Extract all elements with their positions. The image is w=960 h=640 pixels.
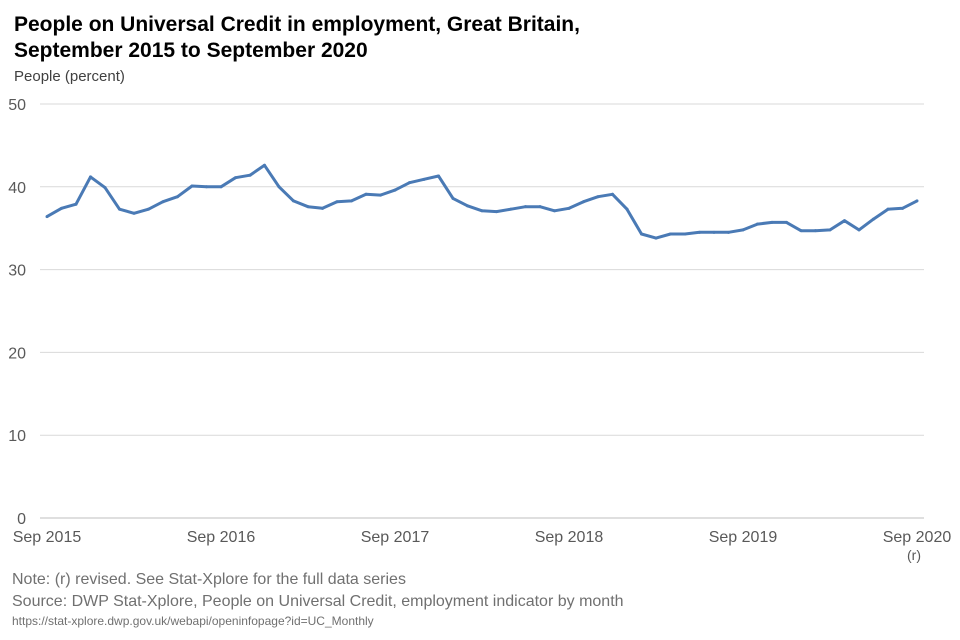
y-tick-label: 20 [8, 345, 26, 362]
data-point [74, 202, 78, 206]
x-tick-label: Sep 2019 [709, 529, 778, 546]
y-tick-label: 10 [8, 428, 26, 445]
data-point [785, 220, 788, 224]
data-point [756, 222, 759, 226]
data-point [466, 204, 469, 208]
data-point [321, 206, 324, 210]
data-point [103, 186, 107, 190]
source-url[interactable]: https://stat-xplore.dwp.gov.uk/webapi/op… [12, 614, 374, 628]
x-tick-label: Sep 2017 [361, 529, 430, 546]
x-tick-label: Sep 2016 [187, 529, 256, 546]
data-point [828, 228, 832, 232]
data-point [524, 205, 527, 209]
chart-title: People on Universal Credit in employment… [14, 13, 580, 62]
data-point [611, 192, 614, 196]
data-point [654, 236, 658, 240]
data-point [393, 188, 397, 192]
x-tick-label: Sep 2018 [535, 529, 604, 546]
y-tick-label: 30 [8, 263, 26, 280]
data-point [408, 181, 411, 185]
y-tick-label: 40 [8, 180, 26, 197]
data-point [292, 199, 295, 203]
data-point [509, 207, 513, 211]
y-tick-label: 50 [8, 97, 26, 114]
data-point [234, 176, 237, 180]
data-point [350, 199, 353, 203]
data-point [89, 175, 92, 179]
y-axis-label: People (percent) [14, 68, 125, 85]
data-point [741, 228, 745, 232]
data-point [190, 184, 194, 188]
data-point [480, 209, 484, 213]
data-point [770, 220, 774, 224]
series-line [46, 163, 918, 240]
data-point [567, 206, 571, 210]
data-point [582, 200, 585, 204]
y-tick-label: 0 [17, 511, 26, 528]
data-point [799, 229, 803, 233]
data-point [161, 200, 165, 204]
data-point [814, 229, 817, 233]
data-point [857, 228, 861, 232]
data-point [306, 205, 310, 209]
revised-marker: (r) [907, 547, 921, 563]
data-point [248, 173, 252, 177]
data-point [495, 210, 498, 214]
data-point [843, 219, 846, 223]
data-point [205, 185, 208, 189]
data-point [422, 177, 426, 181]
data-point [669, 232, 672, 236]
data-point [219, 185, 223, 189]
data-point [625, 207, 629, 211]
data-point [437, 174, 440, 178]
data-point [698, 230, 701, 234]
x-tick-label: Sep 2015 [13, 529, 82, 546]
data-point [176, 195, 179, 199]
data-point [712, 230, 716, 234]
x-tick-label: Sep 2020 [883, 529, 952, 546]
data-point [640, 232, 643, 236]
data-point [60, 206, 63, 210]
data-point [553, 209, 556, 213]
data-point [118, 207, 121, 211]
data-point [379, 193, 382, 197]
note-text: Note: (r) revised. See Stat-Xplore for t… [12, 571, 406, 588]
data-point [901, 206, 904, 210]
data-point [364, 192, 368, 196]
data-point [683, 232, 687, 236]
source-text: Source: DWP Stat-Xplore, People on Unive… [12, 593, 624, 610]
data-point [147, 207, 150, 211]
data-point [727, 230, 730, 234]
data-point [335, 200, 339, 204]
data-point [451, 196, 455, 200]
data-point [886, 207, 890, 211]
data-point [277, 185, 281, 189]
data-point [263, 163, 266, 167]
data-point [132, 211, 136, 215]
data-point [45, 215, 49, 219]
data-point [596, 195, 600, 199]
data-point [872, 217, 875, 221]
data-point [538, 205, 542, 209]
data-point [915, 199, 919, 203]
